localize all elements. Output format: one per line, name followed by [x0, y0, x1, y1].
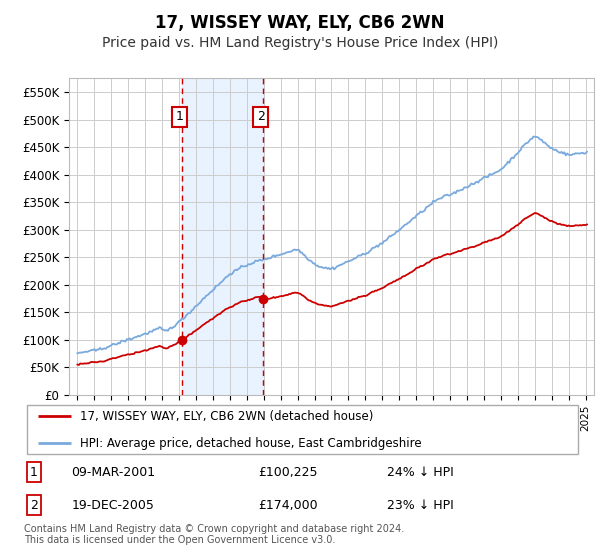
Text: 2: 2: [30, 498, 38, 512]
Text: 1: 1: [176, 110, 184, 123]
Text: 2: 2: [257, 110, 265, 123]
Text: £174,000: £174,000: [259, 498, 318, 512]
Text: Contains HM Land Registry data © Crown copyright and database right 2024.
This d: Contains HM Land Registry data © Crown c…: [24, 524, 404, 545]
Text: 17, WISSEY WAY, ELY, CB6 2WN: 17, WISSEY WAY, ELY, CB6 2WN: [155, 14, 445, 32]
FancyBboxPatch shape: [27, 405, 578, 454]
Text: £100,225: £100,225: [259, 465, 318, 479]
Text: Price paid vs. HM Land Registry's House Price Index (HPI): Price paid vs. HM Land Registry's House …: [102, 36, 498, 50]
Text: 09-MAR-2001: 09-MAR-2001: [71, 465, 155, 479]
Text: 23% ↓ HPI: 23% ↓ HPI: [387, 498, 454, 512]
Text: 1: 1: [30, 465, 38, 479]
Text: 19-DEC-2005: 19-DEC-2005: [71, 498, 154, 512]
Text: 24% ↓ HPI: 24% ↓ HPI: [387, 465, 454, 479]
Text: HPI: Average price, detached house, East Cambridgeshire: HPI: Average price, detached house, East…: [80, 437, 421, 450]
Text: 17, WISSEY WAY, ELY, CB6 2WN (detached house): 17, WISSEY WAY, ELY, CB6 2WN (detached h…: [80, 410, 373, 423]
Bar: [182, 78, 263, 395]
